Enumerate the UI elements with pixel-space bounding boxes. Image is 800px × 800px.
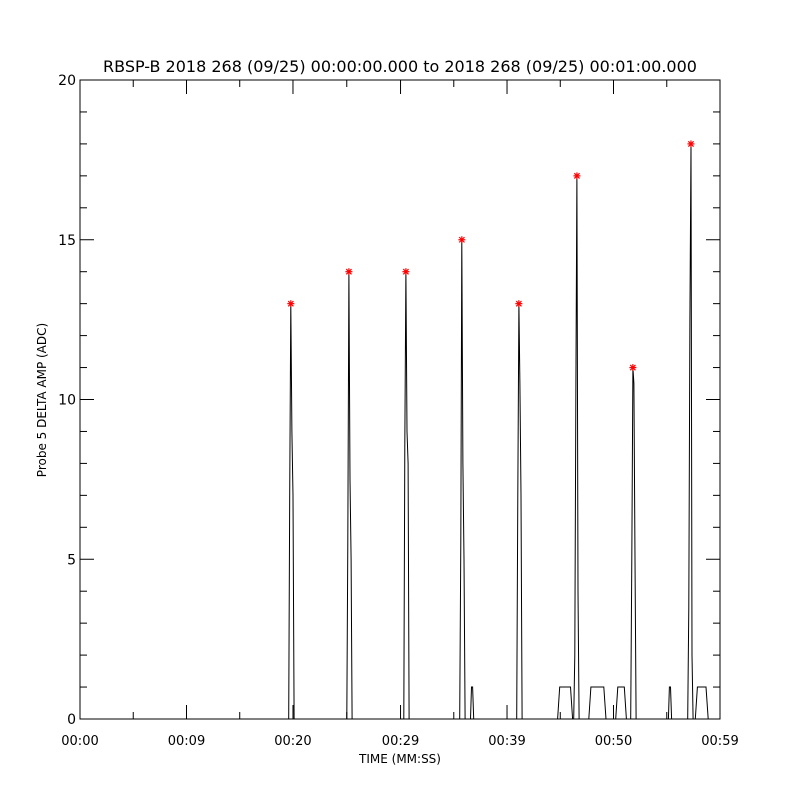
axes: 0 5 10 15 20 00:00 00:09 00:20 00:29 00:39 00:50 00… — [58, 73, 739, 749]
series-line — [80, 143, 720, 720]
x-tick-label: 00:29 — [382, 734, 419, 749]
peak-marker — [515, 300, 523, 308]
y-tick-label: 10 — [58, 393, 76, 409]
x-tick-label: 00:09 — [168, 734, 205, 749]
y-tick-label: 5 — [67, 552, 76, 568]
y-tick-label: 15 — [58, 233, 76, 249]
peak-marker — [402, 268, 410, 276]
x-tick-label: 00:20 — [274, 734, 311, 749]
y-axis-label: Probe 5 DELTA AMP (ADC) — [35, 323, 49, 477]
y-tick-label: 0 — [67, 712, 76, 728]
chart-title: RBSP-B 2018 268 (09/25) 00:00:00.000 to … — [103, 57, 697, 76]
peak-marker — [458, 236, 466, 244]
x-tick-label: 00:59 — [701, 734, 738, 749]
x-tick-label: 00:39 — [488, 734, 525, 749]
peak-marker — [687, 140, 695, 148]
data-series — [80, 140, 720, 720]
plot-frame — [79, 79, 721, 720]
y-tick-label: 20 — [58, 73, 76, 89]
x-axis-label: TIME (MM:SS) — [358, 752, 441, 766]
x-tick-label: 00:50 — [595, 734, 632, 749]
peak-marker — [573, 172, 581, 180]
peak-marker — [629, 364, 637, 372]
x-tick-label: 00:00 — [61, 734, 98, 749]
peak-marker — [345, 268, 353, 276]
peak-marker — [287, 300, 295, 308]
